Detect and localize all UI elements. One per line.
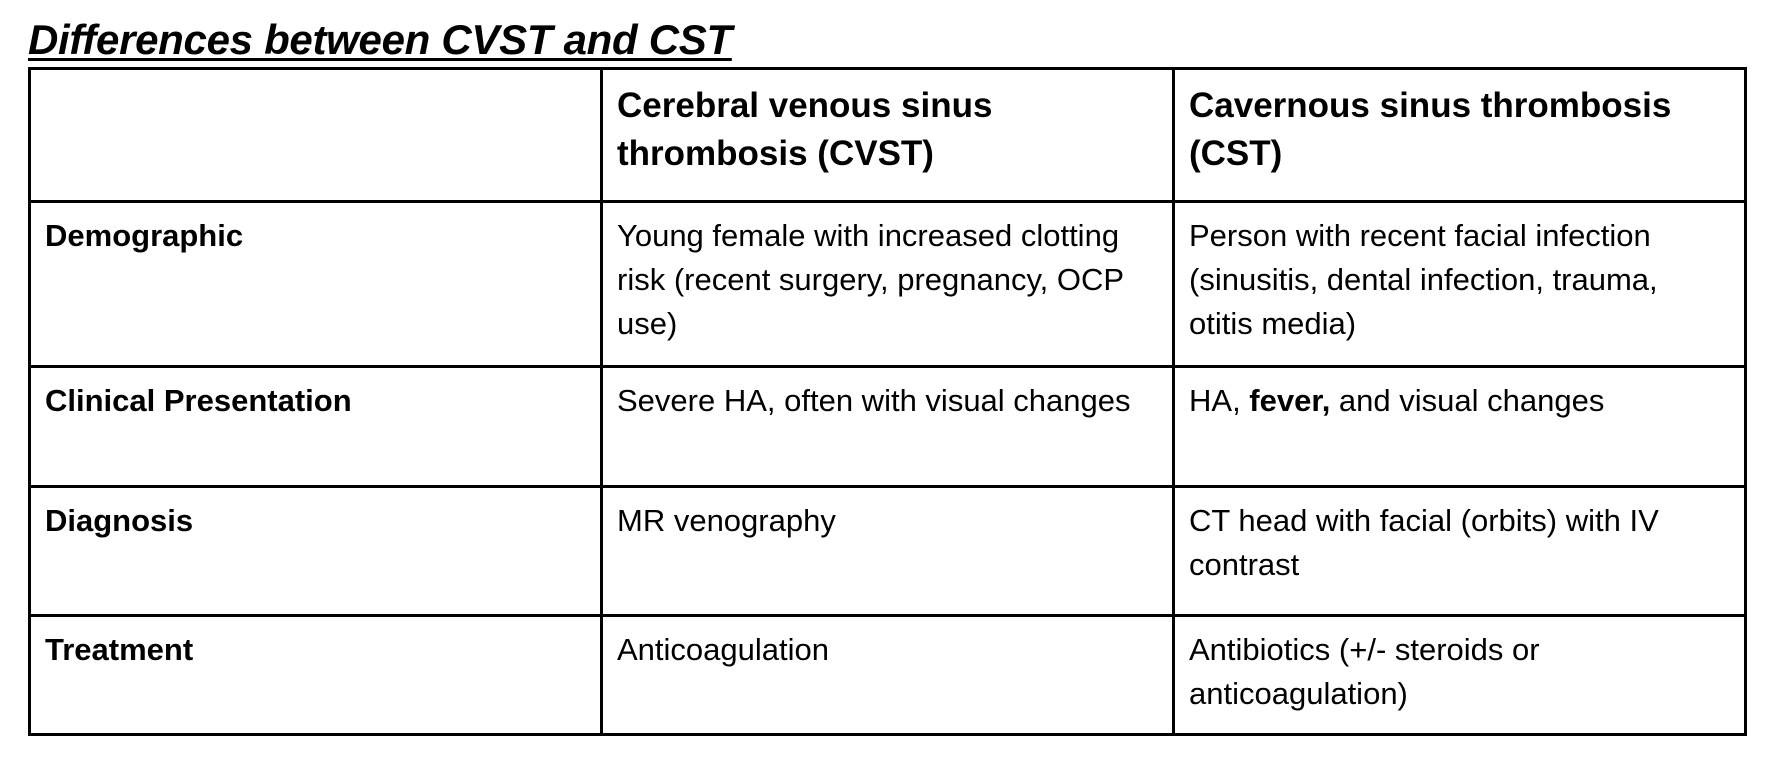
header-cell-cst: Cavernous sinus thrombosis (CST)	[1172, 67, 1747, 203]
table-row-demographic: Demographic Young female with increased …	[28, 200, 1747, 368]
cell-clinical-cst-bold-fever: fever,	[1249, 383, 1331, 418]
table-row-clinical-presentation: Clinical Presentation Severe HA, often w…	[28, 365, 1747, 488]
document-title: Differences between CVST and CST	[28, 16, 732, 63]
comparison-table: Cerebral venous sinus thrombosis (CVST) …	[28, 67, 1747, 736]
cell-treatment-cvst: Anticoagulation	[600, 614, 1175, 736]
cell-diagnosis-cvst: MR venography	[600, 485, 1175, 617]
row-label-treatment: Treatment	[28, 614, 603, 736]
table-header-row: Cerebral venous sinus thrombosis (CVST) …	[28, 67, 1747, 203]
cell-clinical-cst-before: HA,	[1189, 383, 1250, 418]
header-cell-empty	[28, 67, 603, 203]
cell-clinical-cvst: Severe HA, often with visual changes	[600, 365, 1175, 488]
table-row-treatment: Treatment Anticoagulation Antibiotics (+…	[28, 614, 1747, 736]
row-label-demographic: Demographic	[28, 200, 603, 368]
cell-treatment-cst: Antibiotics (+/- steroids or anticoagula…	[1172, 614, 1747, 736]
cell-clinical-cst-after: and visual changes	[1330, 383, 1605, 418]
cell-demographic-cst: Person with recent facial infection (sin…	[1172, 200, 1747, 368]
table-row-diagnosis: Diagnosis MR venography CT head with fac…	[28, 485, 1747, 617]
header-cell-cvst: Cerebral venous sinus thrombosis (CVST)	[600, 67, 1175, 203]
row-label-clinical-presentation: Clinical Presentation	[28, 365, 603, 488]
row-label-diagnosis: Diagnosis	[28, 485, 603, 617]
cell-clinical-cst: HA, fever, and visual changes	[1172, 365, 1747, 488]
cell-demographic-cvst: Young female with increased clotting ris…	[600, 200, 1175, 368]
cell-diagnosis-cst: CT head with facial (orbits) with IV con…	[1172, 485, 1747, 617]
